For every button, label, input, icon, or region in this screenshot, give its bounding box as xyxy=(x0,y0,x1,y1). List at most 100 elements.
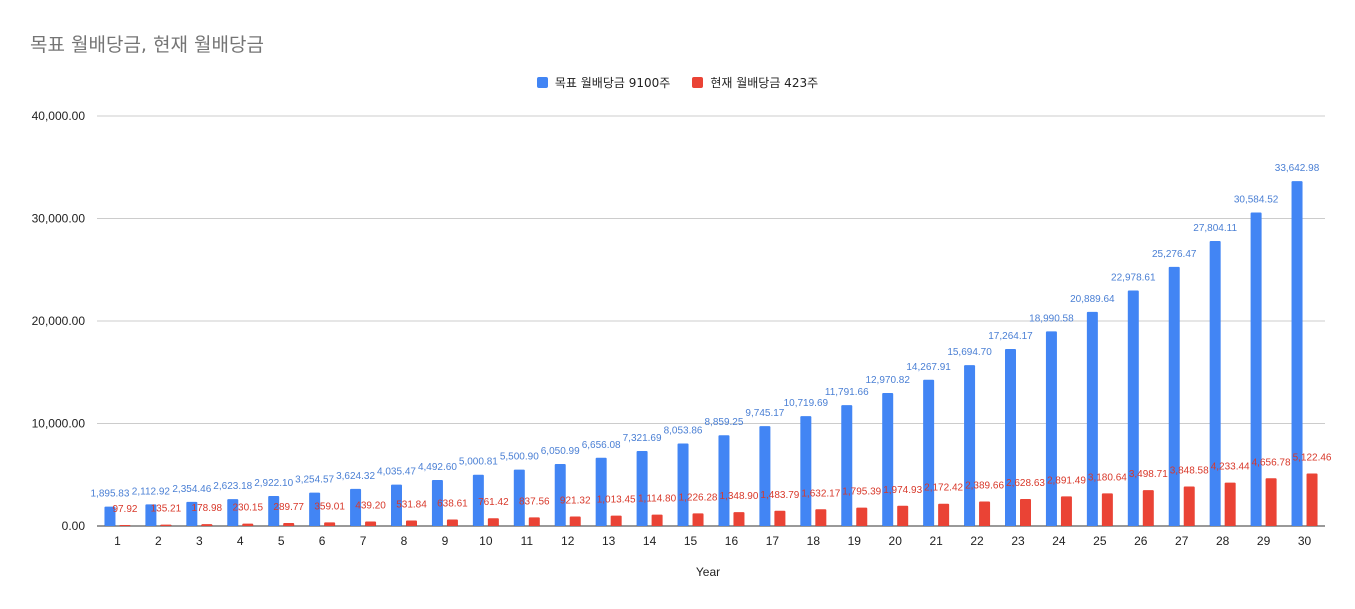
data-label-s1-27: 25,276.47 xyxy=(1152,249,1197,260)
x-tick-label-2: 2 xyxy=(155,534,162,548)
bar-s1-9 xyxy=(431,479,443,526)
bar-s2-21 xyxy=(938,503,950,526)
data-label-s2-1: 97.92 xyxy=(112,504,137,515)
data-label-s2-28: 4,233.44 xyxy=(1211,462,1250,473)
bar-s2-2 xyxy=(160,524,172,526)
data-label-s1-28: 27,804.11 xyxy=(1193,223,1237,234)
data-label-s2-15: 1,226.28 xyxy=(679,492,718,503)
data-label-s2-9: 638.61 xyxy=(437,498,468,509)
data-label-s1-26: 22,978.61 xyxy=(1111,272,1156,283)
data-label-s2-5: 289.77 xyxy=(273,502,304,513)
data-label-s1-13: 6,656.08 xyxy=(582,440,621,451)
bar-s1-22 xyxy=(964,365,976,526)
bar-s1-15 xyxy=(677,443,689,526)
x-tick-label-20: 20 xyxy=(889,534,903,548)
data-label-s1-3: 2,354.46 xyxy=(172,484,211,495)
x-tick-label-4: 4 xyxy=(237,534,244,548)
data-label-s1-30: 33,642.98 xyxy=(1275,163,1320,174)
bar-s2-20 xyxy=(897,505,909,526)
x-tick-label-28: 28 xyxy=(1216,534,1230,548)
data-label-s1-24: 18,990.58 xyxy=(1029,313,1074,324)
legend-label-target: 목표 월배당금 9100주 xyxy=(554,76,671,90)
data-label-s1-15: 8,053.86 xyxy=(664,425,703,436)
bar-s2-25 xyxy=(1101,493,1113,526)
bar-s2-15 xyxy=(692,513,704,526)
data-label-s1-29: 30,584.52 xyxy=(1234,195,1279,206)
data-labels: 1,895.83 97.92 2,112.92 135.21 2,354.46 178.9… xyxy=(90,163,1331,515)
bar-s1-12 xyxy=(554,463,566,526)
bars xyxy=(104,181,1318,526)
x-tick-label-14: 14 xyxy=(643,534,657,548)
bar-s1-6 xyxy=(309,492,321,526)
bar-s2-12 xyxy=(569,516,581,526)
bar-s1-29 xyxy=(1250,212,1262,526)
bar-s2-7 xyxy=(365,521,377,526)
data-label-s1-17: 9,745.17 xyxy=(745,408,784,419)
data-label-s1-20: 12,970.82 xyxy=(865,375,910,386)
bar-s2-24 xyxy=(1060,496,1072,526)
bar-s2-29 xyxy=(1265,478,1277,526)
bar-s1-11 xyxy=(513,469,525,526)
data-label-s1-4: 2,623.18 xyxy=(213,481,252,492)
x-tick-label-1: 1 xyxy=(114,534,121,548)
x-tick-label-24: 24 xyxy=(1052,534,1066,548)
bar-s2-9 xyxy=(446,519,458,526)
data-label-s2-11: 837.56 xyxy=(519,496,550,507)
data-label-s2-26: 3,498.71 xyxy=(1129,469,1168,480)
bar-s2-30 xyxy=(1306,473,1318,526)
data-label-s2-17: 1,483.79 xyxy=(760,490,799,501)
data-label-s2-12: 921.32 xyxy=(560,496,591,507)
data-label-s2-30: 5,122.46 xyxy=(1293,452,1332,463)
bar-s1-23 xyxy=(1005,349,1016,526)
legend-swatch-target xyxy=(536,77,548,88)
x-tick-label-11: 11 xyxy=(521,534,534,548)
data-label-s2-4: 230.15 xyxy=(232,503,263,514)
bar-s2-18 xyxy=(815,509,827,526)
bar-s1-2 xyxy=(145,504,157,526)
data-label-s2-20: 1,974.93 xyxy=(883,485,922,496)
bar-s1-3 xyxy=(186,501,198,526)
bar-s2-13 xyxy=(610,515,622,526)
legend-item-target[interactable]: 목표 월배당금 9100주 xyxy=(536,74,671,91)
data-label-s1-25: 20,889.64 xyxy=(1070,294,1115,305)
data-label-s1-16: 8,859.25 xyxy=(704,417,743,428)
bar-s1-19 xyxy=(841,405,853,526)
x-tick-label-21: 21 xyxy=(929,534,943,548)
x-tick-label-19: 19 xyxy=(848,534,862,548)
bar-s2-26 xyxy=(1142,490,1154,526)
bar-s1-28 xyxy=(1209,241,1221,526)
data-label-s1-5: 2,922.10 xyxy=(254,478,293,489)
y-tick-label-2: 20,000.00 xyxy=(32,314,86,328)
legend-item-current[interactable]: 현재 월배당금 423주 xyxy=(692,74,818,91)
bar-s2-17 xyxy=(774,510,786,526)
data-label-s1-10: 5,000.81 xyxy=(459,457,498,468)
y-tick-label-3: 30,000.00 xyxy=(32,212,86,226)
data-label-s2-22: 2,389.66 xyxy=(965,481,1004,492)
data-label-s2-29: 4,656.78 xyxy=(1252,457,1291,468)
bar-s1-1 xyxy=(104,506,116,526)
legend-label-current: 현재 월배당금 423주 xyxy=(710,76,819,90)
data-label-s2-24: 2,891.49 xyxy=(1047,475,1086,486)
y-tick-label-0: 0.00 xyxy=(62,519,86,533)
bar-s2-28 xyxy=(1224,482,1236,526)
legend: 목표 월배당금 9100주 현재 월배당금 423주 xyxy=(0,74,1355,91)
x-tick-label-8: 8 xyxy=(401,534,408,548)
bar-s1-18 xyxy=(800,416,812,526)
data-label-s2-2: 135.21 xyxy=(151,504,182,515)
x-tick-label-23: 23 xyxy=(1011,534,1025,548)
data-label-s1-12: 6,050.99 xyxy=(541,446,580,457)
data-label-s1-6: 3,254.57 xyxy=(295,475,334,486)
bar-s1-30 xyxy=(1291,181,1303,526)
x-tick-label-15: 15 xyxy=(684,534,698,548)
x-tick-label-7: 7 xyxy=(360,534,367,548)
bar-s1-8 xyxy=(391,484,402,526)
bar-s2-16 xyxy=(733,512,745,526)
bar-s1-25 xyxy=(1086,311,1098,526)
data-label-s1-7: 3,624.32 xyxy=(336,471,375,482)
legend-swatch-current xyxy=(692,77,704,88)
x-tick-label-17: 17 xyxy=(766,534,780,548)
data-label-s2-19: 1,795.39 xyxy=(842,487,881,498)
x-tick-label-10: 10 xyxy=(479,534,493,548)
bar-s2-6 xyxy=(324,522,336,526)
